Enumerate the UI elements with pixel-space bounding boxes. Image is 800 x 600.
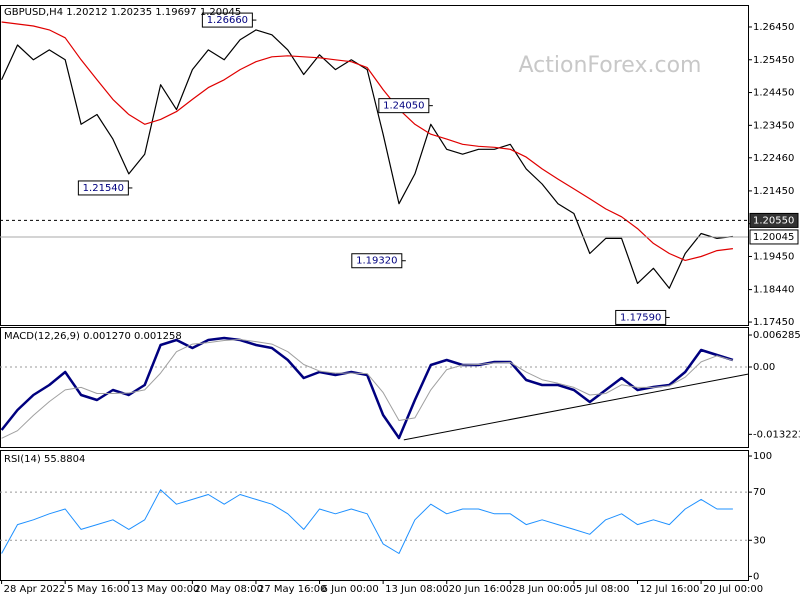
annotation-label: 1.21540 xyxy=(83,183,124,194)
price-panel xyxy=(0,5,749,326)
series-line xyxy=(1,339,734,439)
y-tick-label: 100 xyxy=(753,451,772,462)
y-tick-label: 1.21450 xyxy=(753,186,794,197)
series-line xyxy=(1,21,733,261)
y-tick-label: -0.013223 xyxy=(753,429,800,440)
annotation-box xyxy=(615,309,667,325)
y-tick-label: 1.18440 xyxy=(753,285,794,296)
marks: 1.26450 1.25450 1.24450 1.23450 1.22460 1.214… xyxy=(0,12,800,595)
price-title: GBPUSD,H4 1.20212 1.20235 1.19697 1.2004… xyxy=(4,7,241,18)
y-tick-label: 1.17450 xyxy=(753,317,794,328)
annotation-label: 1.26660 xyxy=(207,15,248,26)
y-tick-label: 0.00 xyxy=(753,362,775,373)
trendline xyxy=(403,373,749,441)
annotation-box xyxy=(77,180,129,196)
annotation-label: 1.19320 xyxy=(356,256,397,267)
y-tick-label: 1.23450 xyxy=(753,120,794,131)
y-tick-label: 30 xyxy=(753,535,766,546)
price-label: 1.20045 xyxy=(753,232,794,243)
y-tick-label: 1.25450 xyxy=(753,55,794,66)
x-tick-label: 20 Jul 00:00 xyxy=(703,584,763,595)
y-tick-label: 0.006285 xyxy=(753,330,800,341)
annotation-box xyxy=(351,253,403,269)
annotation-label: 1.24050 xyxy=(383,101,424,112)
price-label: 1.20550 xyxy=(753,215,794,226)
x-tick-label: 5 Jul 08:00 xyxy=(576,584,630,595)
x-tick-label: 12 Jul 16:00 xyxy=(640,584,700,595)
annotation-box xyxy=(201,12,253,28)
y-tick-label: 1.19450 xyxy=(753,251,794,262)
x-tick-label: 6 Jun 00:00 xyxy=(322,584,379,595)
price-box xyxy=(749,229,799,245)
y-tick-label: 1.22460 xyxy=(753,153,794,164)
price-box xyxy=(749,212,799,228)
x-tick-label: 20 Jun 16:00 xyxy=(449,584,513,595)
x-tick-label: 28 Apr 2022 xyxy=(4,584,66,595)
rsi-panel xyxy=(0,450,749,581)
series-line xyxy=(1,29,733,289)
annotation-box xyxy=(378,98,430,114)
series-line xyxy=(1,489,733,554)
x-tick-label: 5 May 16:00 xyxy=(67,584,129,595)
x-tick-label: 13 Jun 08:00 xyxy=(385,584,449,595)
x-tick-label: 28 Jun 00:00 xyxy=(512,584,576,595)
x-tick-label: 13 May 00:00 xyxy=(131,584,200,595)
x-tick-label: 27 May 16:00 xyxy=(258,584,327,595)
watermark: ActionForex.com xyxy=(519,53,702,78)
y-tick-label: 1.24450 xyxy=(753,88,794,99)
macd-title: MACD(12,26,9) 0.001270 0.001258 xyxy=(4,331,182,342)
y-tick-label: 0 xyxy=(753,571,759,582)
annotation-label: 1.17590 xyxy=(620,312,661,323)
x-tick-label: 20 May 08:00 xyxy=(194,584,263,595)
macd-panel xyxy=(0,327,749,448)
rsi-title: RSI(14) 55.8804 xyxy=(4,454,85,465)
y-tick-label: 70 xyxy=(753,487,766,498)
y-tick-label: 1.26450 xyxy=(753,22,794,33)
